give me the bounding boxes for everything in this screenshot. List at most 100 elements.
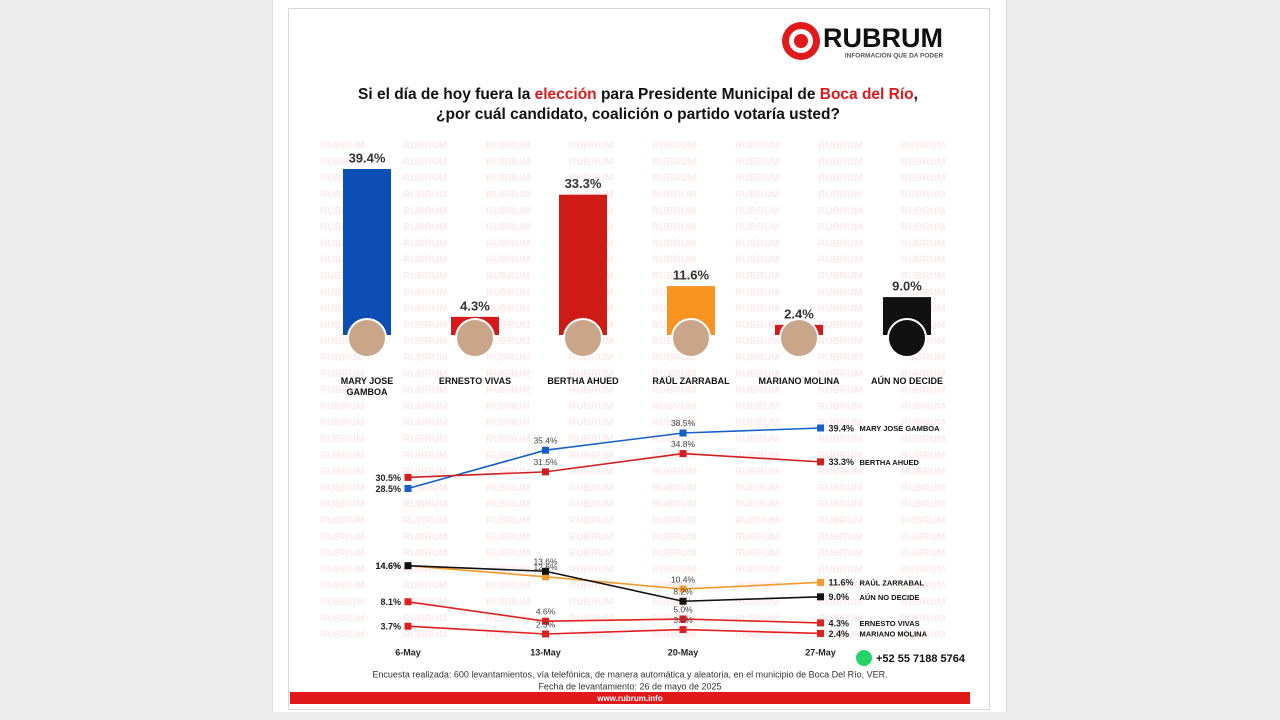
series-name: ERNESTO VIVAS	[860, 619, 920, 628]
point	[542, 446, 549, 454]
watermark: RUBRUM	[901, 385, 945, 396]
watermark: RUBRUM	[320, 157, 364, 168]
watermark: RUBRUM	[652, 434, 696, 445]
watermark: RUBRUM	[652, 532, 696, 543]
value-label: 13.6%	[533, 557, 558, 567]
watermark: RUBRUM	[320, 467, 364, 478]
watermark: RUBRUM	[818, 630, 862, 641]
watermark: RUBRUM	[486, 353, 530, 364]
logo-text: RUBRUM	[823, 23, 943, 53]
value-label: 10.4%	[671, 574, 696, 584]
watermark: RUBRUM	[735, 157, 779, 168]
watermark: RUBRUM	[652, 467, 696, 478]
watermark: RUBRUM	[320, 255, 364, 266]
candidate-name: ERNESTO VIVAS	[438, 376, 512, 386]
watermark: RUBRUM	[818, 499, 862, 510]
point	[404, 473, 412, 481]
watermark: RUBRUM	[320, 483, 364, 494]
value-label: 4.6%	[536, 606, 556, 616]
watermark: RUBRUM	[901, 206, 945, 217]
watermark: RUBRUM	[486, 450, 530, 461]
candidate-name: MARIANO MOLINA	[758, 376, 840, 386]
watermark: RUBRUM	[569, 483, 613, 494]
watermark: RUBRUM	[569, 597, 613, 608]
title: ¿por cuál candidato, coalición o partido…	[436, 106, 840, 123]
value-label: 3.7%	[380, 622, 401, 632]
watermark: RUBRUM	[901, 271, 945, 282]
watermark: RUBRUM	[403, 190, 447, 201]
watermark: RUBRUM	[652, 418, 696, 429]
point	[817, 593, 824, 601]
watermark: RUBRUM	[652, 271, 696, 282]
watermark: RUBRUM	[652, 581, 696, 592]
point	[679, 429, 687, 437]
watermark: RUBRUM	[818, 564, 862, 575]
value-label: 30.5%	[375, 473, 401, 483]
watermark: RUBRUM	[569, 418, 613, 429]
watermark: RUBRUM	[652, 369, 696, 380]
point	[817, 578, 824, 586]
watermark: RUBRUM	[901, 630, 945, 641]
note: Fecha de levantamiento: 26 de mayo de 20…	[538, 681, 721, 691]
x-tick-label: 13-May	[530, 647, 561, 657]
watermark: RUBRUM	[403, 613, 447, 624]
footer-bar	[290, 692, 970, 704]
watermark: RUBRUM	[403, 532, 447, 543]
point	[679, 626, 687, 634]
watermark: RUBRUM	[486, 401, 530, 412]
watermark: RUBRUM	[735, 467, 779, 478]
value-label: 12.6%	[533, 562, 558, 572]
value-label: 4.3%	[460, 298, 490, 313]
watermarks: RUBRUM RUBRUM RUBRUM RUBRUM RUBRUM RUBRUM RUBR…	[320, 141, 945, 641]
watermark: RUBRUM	[486, 630, 530, 641]
value-label: 31.5%	[533, 457, 558, 467]
whatsapp-icon	[856, 650, 872, 666]
watermark: RUBRUM	[569, 401, 613, 412]
watermark: RUBRUM	[818, 467, 862, 478]
line	[407, 625, 821, 635]
watermark: RUBRUM	[569, 157, 613, 168]
watermark: RUBRUM	[818, 434, 862, 445]
watermark: RUBRUM	[735, 483, 779, 494]
watermark: RUBRUM	[403, 499, 447, 510]
watermark: RUBRUM	[569, 450, 613, 461]
watermark: RUBRUM	[486, 483, 530, 494]
value-label: 8.2%	[673, 586, 693, 596]
watermark: RUBRUM	[818, 613, 862, 624]
watermark: RUBRUM	[735, 353, 779, 364]
watermark: RUBRUM	[403, 304, 447, 315]
watermark: RUBRUM	[403, 336, 447, 347]
note: Encuesta realizada: 600 levantamientos, …	[372, 669, 887, 679]
watermark: RUBRUM	[818, 141, 862, 152]
watermark: RUBRUM	[320, 287, 364, 298]
watermark: RUBRUM	[486, 581, 530, 592]
watermark: RUBRUM	[486, 434, 530, 445]
value-label: 5.0%	[673, 604, 693, 614]
candidate-name: MARY JOSE GAMBOA	[340, 376, 394, 397]
point	[404, 485, 412, 493]
watermark: RUBRUM	[818, 238, 862, 249]
point	[542, 468, 549, 476]
watermark: RUBRUM	[320, 304, 364, 315]
watermark: RUBRUM	[901, 613, 945, 624]
title: Si el día de hoy fuera la elección para …	[288, 86, 988, 104]
value-label: 3.1%	[673, 615, 693, 625]
website: www.rubrum.info	[596, 694, 663, 703]
title-part: elección	[534, 86, 597, 103]
watermark: RUBRUM	[652, 255, 696, 266]
watermark: RUBRUM	[486, 516, 530, 527]
point	[679, 597, 687, 605]
point	[542, 567, 549, 575]
logo-tagline: INFORMACIÓN QUE DA PODER	[845, 51, 944, 60]
watermark: RUBRUM	[818, 157, 862, 168]
value-label: 14.6%	[375, 561, 401, 571]
watermark: RUBRUM	[569, 385, 613, 396]
watermark: RUBRUM	[735, 450, 779, 461]
watermark: RUBRUM	[735, 320, 779, 331]
watermark: RUBRUM	[901, 369, 945, 380]
watermark: RUBRUM	[569, 434, 613, 445]
value-label: 2.4%	[784, 306, 814, 321]
watermark: RUBRUM	[735, 385, 779, 396]
watermark: RUBRUM	[320, 548, 364, 559]
frame	[288, 8, 990, 710]
